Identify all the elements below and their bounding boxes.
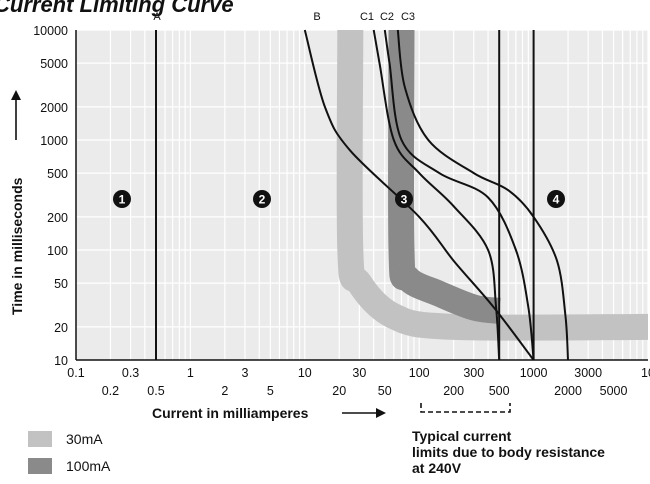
body-resistance-note: Typical current limits due to body resis… bbox=[412, 428, 605, 476]
x-tick-label: 50 bbox=[378, 384, 392, 398]
zone-marker-3 bbox=[395, 190, 413, 208]
zone-number-1: 1 bbox=[119, 193, 126, 207]
legend-swatch-100mA bbox=[28, 458, 52, 474]
axis-arrows bbox=[11, 90, 386, 418]
curves bbox=[155, 29, 569, 361]
note-bracket bbox=[420, 403, 511, 413]
band-100mA bbox=[388, 29, 501, 324]
x-tick-label: 0.1 bbox=[67, 366, 84, 380]
y-tick-label: 10 bbox=[54, 354, 68, 368]
legend-swatch-30mA bbox=[28, 431, 52, 447]
x-tick-label: 0.3 bbox=[122, 366, 139, 380]
x-arrow-head bbox=[376, 408, 386, 418]
axes bbox=[75, 30, 648, 361]
x-tick-label: 1000 bbox=[520, 366, 548, 380]
x-tick-label: 20 bbox=[332, 384, 346, 398]
zone-markers: 1 2 3 4 bbox=[113, 190, 565, 208]
legend-label-30mA: 30mA bbox=[66, 431, 103, 447]
x-tick-label: 30 bbox=[352, 366, 366, 380]
legend-label-100mA: 100mA bbox=[66, 458, 111, 474]
note-line-2: limits due to body resistance bbox=[412, 444, 605, 460]
x-tick-label: 100 bbox=[409, 366, 430, 380]
x-tick-label: 5000 bbox=[600, 384, 628, 398]
note-line-3: at 240V bbox=[412, 460, 462, 476]
y-axis-label: Time in milliseconds bbox=[9, 177, 25, 315]
curve-C1 bbox=[372, 29, 501, 361]
y-tick-label: 1000 bbox=[40, 134, 68, 148]
x-axis-label: Current in milliamperes bbox=[152, 405, 309, 421]
y-tick-label: 2000 bbox=[40, 101, 68, 115]
curve-label-C1: C1 bbox=[360, 11, 374, 23]
x-tick-label: 5 bbox=[267, 384, 274, 398]
curve-labels: A B C1 C2 C3 bbox=[153, 11, 415, 23]
note-bracket-line bbox=[420, 403, 511, 413]
x-tick-label: 300 bbox=[463, 366, 484, 380]
curve-C3 bbox=[396, 29, 569, 361]
y-tick-label: 100 bbox=[47, 244, 68, 258]
x-tick-label: 200 bbox=[443, 384, 464, 398]
x-tick-label: 2000 bbox=[554, 384, 582, 398]
zone-number-3: 3 bbox=[401, 193, 408, 207]
x-tick-label: 3 bbox=[242, 366, 249, 380]
legend-item-100mA: 100mA bbox=[28, 458, 110, 474]
x-tick-label: 500 bbox=[489, 384, 510, 398]
y-tick-label: 10000 bbox=[33, 24, 68, 38]
chart-title: Current Limiting Curve bbox=[0, 0, 234, 17]
zone-marker-4 bbox=[547, 190, 565, 208]
y-tick-label: 5000 bbox=[40, 57, 68, 71]
y-tick-label: 200 bbox=[47, 211, 68, 225]
x-tick-label: 0.5 bbox=[147, 384, 164, 398]
legend-item-30mA: 30mA bbox=[28, 431, 103, 447]
zone-number-4: 4 bbox=[553, 193, 560, 207]
zone-marker-1 bbox=[113, 190, 131, 208]
x-tick-label: 1 bbox=[187, 366, 194, 380]
x-tick-label: 10 bbox=[298, 366, 312, 380]
x-tick-label: 3000 bbox=[574, 366, 602, 380]
note-line-1: Typical current bbox=[412, 428, 512, 444]
curve-C2 bbox=[383, 29, 535, 361]
zone-number-2: 2 bbox=[259, 193, 266, 207]
curve-label-B: B bbox=[313, 11, 320, 23]
y-tick-label: 500 bbox=[47, 167, 68, 181]
tick-labels: 0.1 0.3 1 3 10 30 100 300 1000 3000 10 0.2 0.5 2 5 20 50… bbox=[33, 24, 650, 398]
x-tick-label: 2 bbox=[221, 384, 228, 398]
curve-label-A: A bbox=[153, 11, 161, 23]
curve-label-C2: C2 bbox=[380, 11, 394, 23]
y-tick-label: 20 bbox=[54, 321, 68, 335]
zone-marker-2 bbox=[253, 190, 271, 208]
x-tick-label: 0.2 bbox=[102, 384, 119, 398]
x-tick-label: 10 bbox=[641, 366, 650, 380]
curve-B bbox=[303, 29, 535, 361]
y-tick-label: 50 bbox=[54, 277, 68, 291]
curve-label-C3: C3 bbox=[401, 11, 415, 23]
y-arrow-head bbox=[11, 90, 21, 100]
